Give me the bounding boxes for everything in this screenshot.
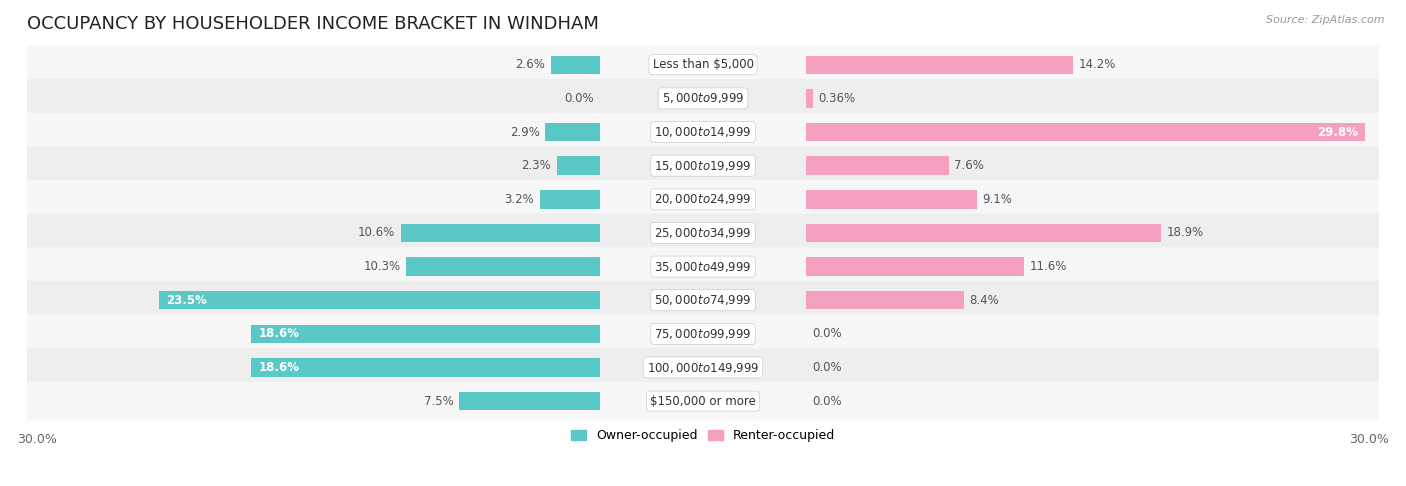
FancyBboxPatch shape bbox=[24, 247, 1382, 286]
Text: 3.2%: 3.2% bbox=[505, 193, 534, 206]
Text: 7.5%: 7.5% bbox=[423, 395, 453, 408]
FancyBboxPatch shape bbox=[24, 382, 1382, 420]
FancyBboxPatch shape bbox=[24, 180, 1382, 219]
Bar bbox=[557, 156, 600, 175]
FancyBboxPatch shape bbox=[24, 79, 1382, 118]
Bar bbox=[806, 291, 965, 310]
Text: $75,000 to $99,999: $75,000 to $99,999 bbox=[654, 327, 752, 341]
Bar bbox=[546, 123, 600, 141]
Text: 0.36%: 0.36% bbox=[818, 92, 856, 105]
Text: 29.8%: 29.8% bbox=[1317, 125, 1358, 139]
FancyBboxPatch shape bbox=[24, 45, 1382, 84]
Text: 0.0%: 0.0% bbox=[811, 328, 841, 340]
FancyBboxPatch shape bbox=[24, 113, 1382, 151]
Bar bbox=[806, 190, 977, 208]
Bar bbox=[806, 55, 1073, 74]
Text: 9.1%: 9.1% bbox=[983, 193, 1012, 206]
Text: 18.9%: 18.9% bbox=[1167, 226, 1204, 240]
FancyBboxPatch shape bbox=[24, 146, 1382, 185]
Text: 10.6%: 10.6% bbox=[359, 226, 395, 240]
Legend: Owner-occupied, Renter-occupied: Owner-occupied, Renter-occupied bbox=[567, 424, 839, 447]
Text: 2.9%: 2.9% bbox=[510, 125, 540, 139]
Text: 10.3%: 10.3% bbox=[364, 260, 401, 273]
Text: $50,000 to $74,999: $50,000 to $74,999 bbox=[654, 293, 752, 307]
Bar bbox=[250, 358, 600, 377]
Text: OCCUPANCY BY HOUSEHOLDER INCOME BRACKET IN WINDHAM: OCCUPANCY BY HOUSEHOLDER INCOME BRACKET … bbox=[27, 15, 599, 33]
Text: Source: ZipAtlas.com: Source: ZipAtlas.com bbox=[1267, 15, 1385, 25]
Text: 0.0%: 0.0% bbox=[565, 92, 595, 105]
Text: 18.6%: 18.6% bbox=[259, 328, 299, 340]
Bar bbox=[540, 190, 600, 208]
Bar bbox=[159, 291, 600, 310]
Text: $150,000 or more: $150,000 or more bbox=[650, 395, 756, 408]
Text: 0.0%: 0.0% bbox=[811, 361, 841, 374]
Text: Less than $5,000: Less than $5,000 bbox=[652, 58, 754, 71]
Bar bbox=[806, 89, 813, 107]
Bar bbox=[806, 156, 949, 175]
Text: $15,000 to $19,999: $15,000 to $19,999 bbox=[654, 158, 752, 173]
FancyBboxPatch shape bbox=[24, 281, 1382, 320]
Bar bbox=[401, 224, 600, 242]
Bar bbox=[406, 258, 600, 276]
Text: 2.6%: 2.6% bbox=[516, 58, 546, 71]
Text: 23.5%: 23.5% bbox=[166, 294, 207, 307]
Text: 14.2%: 14.2% bbox=[1078, 58, 1116, 71]
Text: 8.4%: 8.4% bbox=[970, 294, 1000, 307]
Text: 2.3%: 2.3% bbox=[522, 159, 551, 172]
Text: $10,000 to $14,999: $10,000 to $14,999 bbox=[654, 125, 752, 139]
Bar bbox=[551, 55, 600, 74]
Text: 11.6%: 11.6% bbox=[1029, 260, 1067, 273]
FancyBboxPatch shape bbox=[24, 214, 1382, 252]
Text: $25,000 to $34,999: $25,000 to $34,999 bbox=[654, 226, 752, 240]
FancyBboxPatch shape bbox=[24, 314, 1382, 353]
Text: $20,000 to $24,999: $20,000 to $24,999 bbox=[654, 192, 752, 207]
Bar bbox=[806, 224, 1161, 242]
Text: 18.6%: 18.6% bbox=[259, 361, 299, 374]
Bar bbox=[806, 258, 1024, 276]
Text: 7.6%: 7.6% bbox=[955, 159, 984, 172]
Text: $100,000 to $149,999: $100,000 to $149,999 bbox=[647, 361, 759, 375]
Bar bbox=[250, 325, 600, 343]
Bar bbox=[458, 392, 600, 410]
Bar bbox=[806, 123, 1365, 141]
Text: 0.0%: 0.0% bbox=[811, 395, 841, 408]
Text: $5,000 to $9,999: $5,000 to $9,999 bbox=[662, 91, 744, 105]
FancyBboxPatch shape bbox=[24, 348, 1382, 387]
Text: $35,000 to $49,999: $35,000 to $49,999 bbox=[654, 260, 752, 274]
